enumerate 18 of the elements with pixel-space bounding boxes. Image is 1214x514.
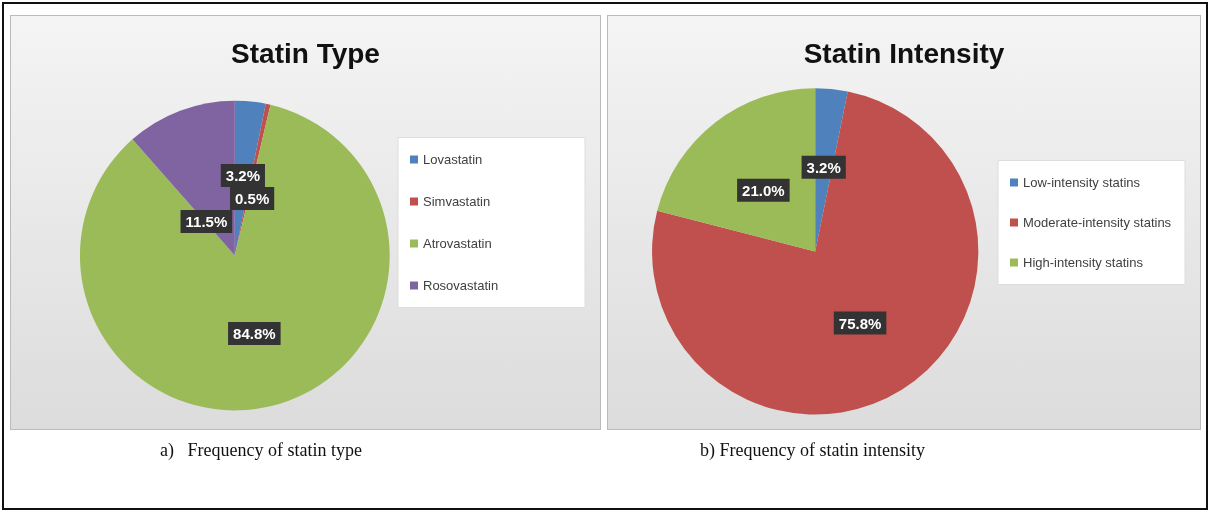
legend-label: Simvastatin — [423, 194, 491, 209]
data-label: 11.5% — [185, 213, 228, 231]
chart-title: Statin Intensity — [803, 37, 1005, 69]
legend-label: High-intensity statins — [1023, 255, 1144, 270]
data-label: 21.0% — [742, 181, 785, 199]
legend-label: Rosovastatin — [423, 278, 499, 293]
data-label: 0.5% — [235, 190, 270, 208]
data-label: 3.2% — [225, 167, 260, 185]
data-label: 3.2% — [806, 158, 841, 176]
legend-label: Low-intensity statins — [1023, 175, 1141, 190]
data-label: 84.8% — [233, 325, 276, 343]
text: b) Frequency of statin intensity — [700, 440, 925, 461]
legend-label: Lovastatin — [423, 152, 483, 167]
chart-title: Statin Type — [231, 37, 380, 69]
legend-label: Moderate-intensity statins — [1023, 215, 1172, 230]
text: a) Frequency of statin type — [160, 440, 362, 461]
legend-label: Atrovastatin — [423, 236, 492, 251]
data-label: 75.8% — [838, 314, 882, 332]
